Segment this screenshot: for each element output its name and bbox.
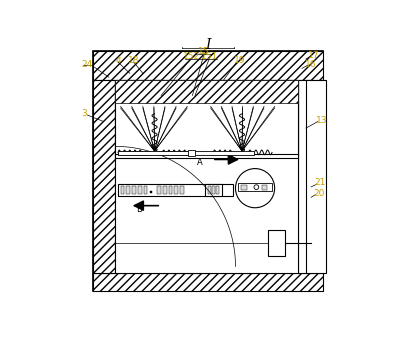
Bar [118,184,232,196]
Bar [267,230,284,256]
Bar [115,80,297,273]
Text: 20: 20 [313,189,324,198]
Bar [261,185,266,190]
Text: I: I [205,38,210,52]
Bar [93,80,115,273]
Text: 18: 18 [128,56,139,65]
Bar [212,186,214,194]
Bar [305,80,325,273]
Circle shape [254,185,258,190]
Text: A: A [197,158,202,166]
Bar [174,186,178,194]
Text: 16: 16 [305,60,316,69]
Text: 17: 17 [307,51,319,60]
Bar [118,151,253,155]
Text: 151: 151 [200,52,217,61]
Text: 3: 3 [81,109,87,118]
Bar [93,273,322,291]
Bar [115,80,297,103]
Bar [150,191,151,193]
Bar [162,186,166,194]
Bar [216,186,219,194]
Text: 21: 21 [314,178,325,187]
Bar [205,184,222,196]
Bar [93,51,322,291]
Bar [168,186,172,194]
Text: 4: 4 [115,56,121,65]
Bar [297,80,310,273]
Bar [126,186,130,194]
Text: B: B [136,205,141,214]
Bar [93,51,322,80]
Bar [132,186,135,194]
Bar [120,186,124,194]
Text: 13: 13 [315,116,326,125]
Bar [143,186,147,194]
Bar [157,186,160,194]
Text: 19: 19 [233,56,245,65]
Bar [115,80,297,158]
Bar [138,186,141,194]
Bar [237,183,271,191]
Bar [158,151,188,155]
Text: 15: 15 [198,47,209,56]
Text: 24: 24 [81,60,92,69]
Bar [208,186,210,194]
Bar [118,151,148,155]
Bar [180,186,183,194]
Bar [241,185,246,190]
Circle shape [235,168,274,208]
Bar [188,150,194,156]
Text: 152: 152 [182,52,199,61]
